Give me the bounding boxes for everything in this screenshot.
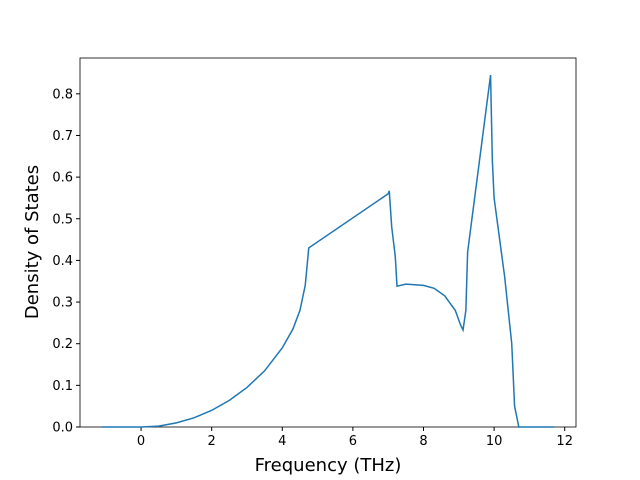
y-tick-label: 0.0 [52, 421, 73, 436]
y-tick-label: 0.7 [52, 129, 73, 144]
y-tick-label: 0.8 [52, 87, 73, 102]
x-tick-label: 10 [486, 434, 503, 449]
y-axis-label: Density of States [22, 165, 43, 319]
y-tick-label: 0.4 [52, 254, 73, 269]
y-tick-label: 0.1 [52, 379, 73, 394]
x-tick-label: 12 [556, 434, 573, 449]
x-tick-label: 8 [419, 434, 427, 449]
x-tick-label: 6 [349, 434, 357, 449]
x-tick-label: 2 [208, 434, 216, 449]
y-tick-label: 0.2 [52, 337, 73, 352]
x-tick-label: 0 [137, 434, 145, 449]
y-tick-label: 0.6 [52, 171, 73, 186]
y-tick-label: 0.3 [52, 296, 73, 311]
data-line [102, 74, 555, 428]
plot-frame [79, 57, 577, 428]
x-tick-label: 4 [278, 434, 286, 449]
x-axis-label: Frequency (THz) [255, 455, 402, 476]
y-tick-label: 0.5 [52, 212, 73, 227]
